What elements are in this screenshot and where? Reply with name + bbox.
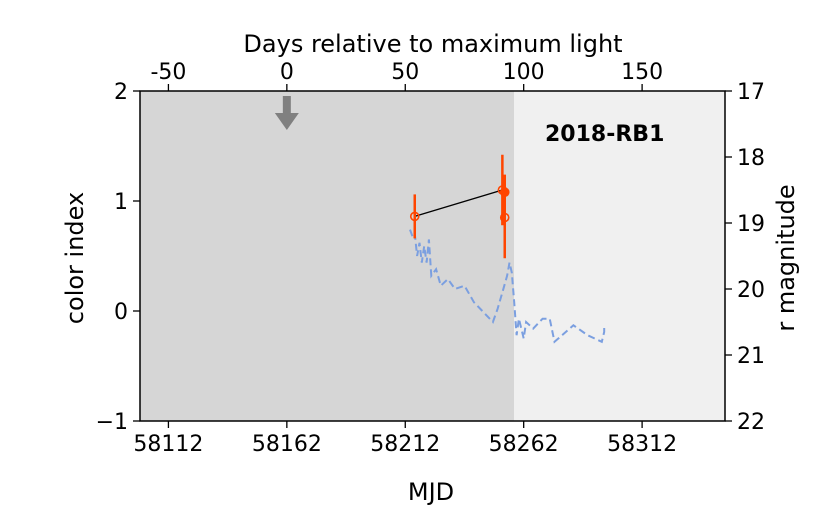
- top-x-tick-label: 150: [621, 60, 663, 85]
- max-light-arrow-head: [274, 113, 299, 130]
- top-x-tick-label: -50: [150, 60, 186, 85]
- color-index-point: [499, 212, 510, 223]
- x-tick-label: 58212: [370, 432, 440, 457]
- right-y-tick-label: 17: [737, 80, 765, 105]
- top-x-tick-label: 100: [503, 60, 545, 85]
- color-index-series: [409, 154, 510, 259]
- top-x-axis-label: Days relative to maximum light: [243, 30, 622, 58]
- y-axis-label: color index: [61, 192, 89, 324]
- shaded-region-dark: [140, 91, 515, 421]
- top-x-tick-label: 50: [391, 60, 419, 85]
- top-x-tick-label: 0: [280, 60, 294, 85]
- y-tick-label: 1: [114, 190, 128, 215]
- right-y-tick-label: 18: [737, 146, 765, 171]
- x-tick-label: 58112: [133, 432, 203, 457]
- r-magnitude-series: [409, 229, 606, 344]
- right-y-tick-label: 22: [737, 410, 765, 435]
- y-tick-label: 0: [114, 300, 128, 325]
- x-tick-label: 58262: [489, 432, 559, 457]
- right-y-axis-label: r magnitude: [772, 184, 800, 331]
- x-tick-label: 58162: [252, 432, 322, 457]
- shaded-region-light: [514, 91, 725, 421]
- right-y-tick-label: 19: [737, 212, 765, 237]
- axis-ticks: 58112 58162 58212 58262 58312 -50 0 50 100 150 −1 0…: [96, 60, 765, 457]
- r-magnitude-line: [409, 229, 606, 344]
- color-index-point: [409, 211, 420, 222]
- max-light-arrow-shaft: [282, 96, 291, 114]
- max-light-arrow: [274, 96, 299, 130]
- x-axis-label: MJD: [408, 478, 454, 506]
- right-y-tick-label: 21: [737, 344, 765, 369]
- y-tick-label: 2: [114, 80, 128, 105]
- plot-frame: [139, 90, 726, 422]
- right-y-tick-label: 20: [737, 278, 765, 303]
- x-tick-label: 58312: [607, 432, 677, 457]
- object-name-annotation: 2018-RB1: [545, 122, 664, 147]
- y-tick-label: −1: [96, 410, 128, 435]
